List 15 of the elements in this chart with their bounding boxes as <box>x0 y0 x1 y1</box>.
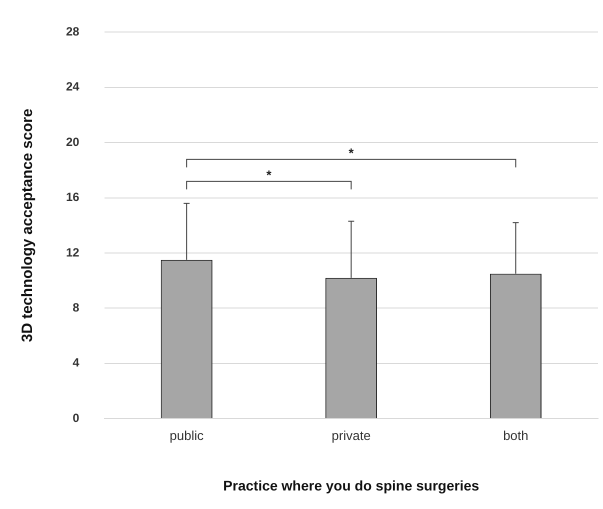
y-tick-label: 0 <box>72 410 80 425</box>
y-tick-label: 28 <box>66 24 80 39</box>
y-tick-label: 20 <box>66 134 80 149</box>
annotation: * <box>266 167 272 182</box>
y-tick-label: 24 <box>66 80 80 94</box>
y-tick-label: 8 <box>72 300 80 315</box>
x-tick-label: public <box>170 428 204 443</box>
x-tick-label: both <box>503 428 528 443</box>
y-axis-title: 3D technology acceptance score <box>19 108 36 342</box>
y-tick-label: 16 <box>66 190 80 204</box>
annotation: * <box>348 145 355 160</box>
x-tick-label: private <box>332 428 371 443</box>
y-tick-label: 12 <box>66 245 80 260</box>
x-axis-title: Practice where you do spine surgeries <box>223 477 480 494</box>
y-tick-label: 4 <box>72 356 80 370</box>
